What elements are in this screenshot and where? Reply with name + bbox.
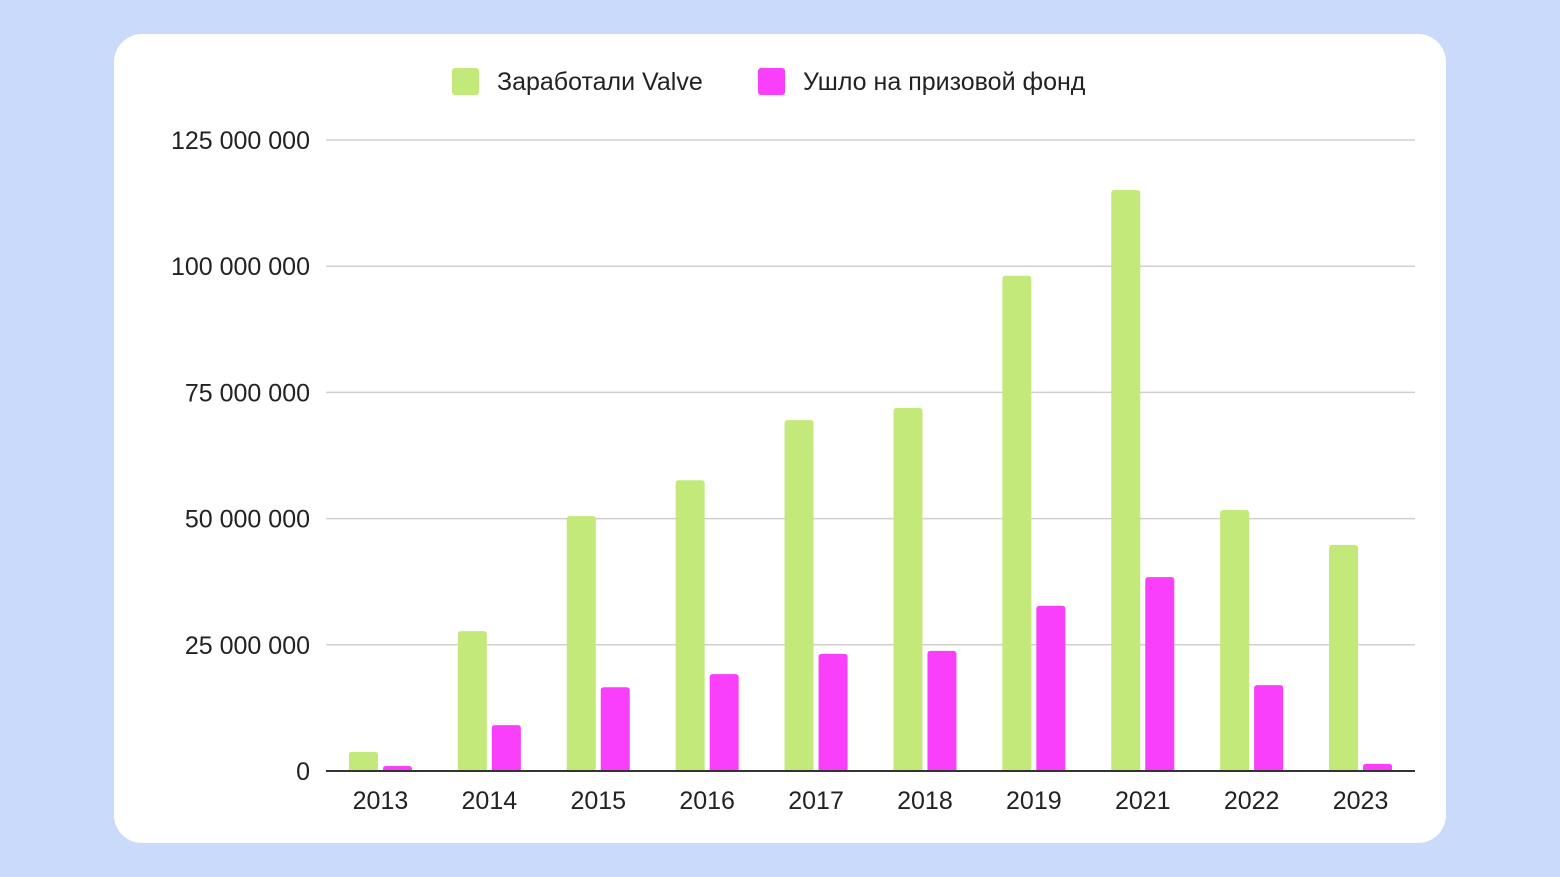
y-tick-label: 125 000 000 [171,127,310,155]
bar-prize-pool-2018 [927,650,957,771]
bar-valve-earnings-2018 [893,408,923,771]
x-tick-label: 2013 [353,787,409,815]
x-tick-label: 2022 [1224,787,1280,815]
bar-prize-pool-2016 [709,674,739,771]
bar-valve-earnings-2016 [675,480,705,771]
bar-valve-earnings-2022 [1220,510,1250,771]
bar-valve-earnings-2017 [784,420,814,771]
y-tick-label: 50 000 000 [185,506,310,534]
y-tick-label: 100 000 000 [171,253,310,281]
legend-label-valve-earnings: Заработали Valve [497,68,703,96]
x-tick-label: 2018 [897,787,953,815]
x-tick-label: 2016 [679,787,735,815]
bar-valve-earnings-2021 [1111,189,1141,771]
x-tick-label: 2021 [1115,787,1171,815]
y-tick-label: 0 [296,758,310,786]
legend-swatch-prize-pool [758,68,785,95]
legend-swatch-valve-earnings [452,68,479,95]
bar-prize-pool-2015 [600,687,630,771]
x-tick-label: 2014 [462,787,518,815]
bar-prize-pool-2013 [382,765,412,771]
y-tick-label: 75 000 000 [185,379,310,407]
bar-valve-earnings-2023 [1329,544,1359,771]
bar-prize-pool-2022 [1254,685,1284,771]
bar-valve-earnings-2019 [1002,275,1032,771]
x-tick-label: 2015 [570,787,626,815]
bar-prize-pool-2017 [818,653,848,771]
bar-valve-earnings-2015 [566,516,596,771]
bar-prize-pool-2021 [1145,577,1175,771]
bar-prize-pool-2019 [1036,605,1066,771]
bar-prize-pool-2023 [1363,763,1393,771]
bar-valve-earnings-2014 [457,631,487,771]
bar-prize-pool-2014 [491,725,521,771]
y-tick-label: 25 000 000 [185,632,310,660]
x-tick-label: 2023 [1333,787,1389,815]
legend-label-prize-pool: Ушло на призовой фонд [803,68,1086,96]
x-tick-label: 2017 [788,787,844,815]
bar-valve-earnings-2013 [348,751,378,771]
x-tick-label: 2019 [1006,787,1062,815]
